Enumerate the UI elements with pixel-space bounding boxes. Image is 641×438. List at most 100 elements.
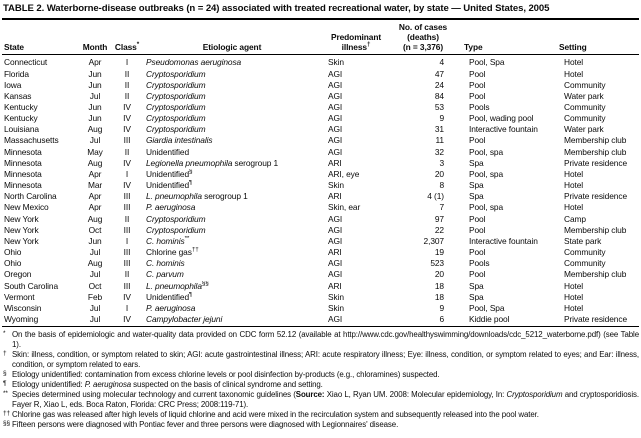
agent-italic-part: C. hominis — [146, 235, 185, 246]
table-row: Wisconsin Jul I P. aeruginosa Skin 9 Poo… — [2, 303, 639, 314]
cell-cases: 47 — [434, 68, 444, 79]
cell-setting: Hotel — [564, 291, 584, 302]
col-header-predominant-illness: Predominant illness† — [318, 20, 394, 56]
cell-class: I — [125, 235, 129, 246]
agent-italic-part: Cryptosporidium — [146, 124, 206, 135]
cell-cases: 523 — [430, 258, 444, 269]
table-row: Minnesota Mar IV Unidentified¶ Skin 8 Sp… — [2, 180, 639, 191]
table-row: Oregon Jul II C. parvum AGI 20 Pool Memb… — [2, 269, 639, 280]
agent-footnote-mark: ¶ — [189, 291, 193, 298]
cell-state: Minnesota — [4, 168, 42, 179]
cell-etiologic-agent: Cryptosporidium — [146, 113, 318, 124]
cell-predominant-illness: AGI — [328, 235, 343, 246]
cell-setting: Membership club — [564, 135, 627, 146]
cell-state: Kansas — [4, 90, 32, 101]
agent-footnote-mark: ** — [184, 235, 190, 243]
cell-cases: 3 — [439, 157, 444, 168]
cell-state: Ohio — [4, 247, 22, 258]
footnote-marker: ** — [3, 390, 8, 398]
cell-class: III — [123, 135, 131, 146]
table-header: State Month Class* Etiologic agent Predo… — [2, 20, 639, 56]
cell-class: III — [123, 224, 131, 235]
agent-italic-part: Cryptosporidium — [146, 102, 206, 113]
cell-month: Aug — [87, 213, 103, 224]
agent-footnote-mark: †† — [191, 247, 199, 254]
cell-class: II — [124, 79, 130, 90]
agent-italic-part: Cryptosporidium — [146, 213, 206, 224]
cell-cases: 7 — [439, 202, 444, 213]
cell-class: III — [123, 202, 131, 213]
cell-predominant-illness: AGI — [328, 102, 343, 113]
cell-setting: Hotel — [564, 202, 584, 213]
cell-state: Minnesota — [4, 180, 42, 191]
cell-etiologic-agent: C. parvum — [146, 269, 318, 280]
cell-type: Pool — [469, 79, 486, 90]
cell-etiologic-agent: Chlorine gas†† — [146, 247, 318, 258]
cell-predominant-illness: AGI — [328, 146, 343, 157]
cell-predominant-illness: AGI — [328, 213, 343, 224]
cell-class: III — [123, 258, 131, 269]
table-row: Connecticut Apr I Pseudomonas aeruginosa… — [2, 55, 639, 69]
table-row: New Mexico Apr III P. aeruginosa Skin, e… — [2, 202, 639, 213]
cell-setting: Water park — [564, 90, 604, 101]
cell-month: Jul — [82, 313, 108, 328]
cell-class: III — [123, 191, 131, 202]
table-body: Connecticut Apr I Pseudomonas aeruginosa… — [2, 55, 639, 328]
cell-class: IV — [123, 291, 131, 302]
footnote: †† Chlorine gas was released after high l… — [2, 410, 639, 420]
footnote: ** Species determined using molecular tec… — [2, 390, 639, 410]
agent-italic-part: Cryptosporidium — [146, 79, 206, 90]
agent-italic-part: Cryptosporidium — [146, 68, 206, 79]
table-row: Ohio Aug III C. hominis AGI 523 Pools Co… — [2, 258, 639, 269]
agent-italic-part: Cryptosporidium — [146, 113, 206, 124]
cell-state: Kentucky — [4, 102, 38, 113]
table-row: Florida Jun II Cryptosporidium AGI 47 Po… — [2, 69, 639, 80]
col-header-illness-footnote-mark: † — [366, 40, 371, 48]
cell-etiologic-agent: Cryptosporidium — [146, 80, 318, 91]
cell-etiologic-agent: Cryptosporidium — [146, 69, 318, 80]
cell-predominant-illness: ARI — [328, 280, 342, 291]
cell-type: Interactive fountain — [469, 124, 538, 135]
cell-setting: Private residence — [564, 191, 628, 202]
cell-predominant-illness: Skin — [328, 291, 344, 302]
cell-month: Aug — [87, 258, 103, 269]
table-row: Kentucky Jun IV Cryptosporidium AGI 53 P… — [2, 102, 639, 113]
cell-class: IV — [123, 157, 131, 168]
cell-cases: 20 — [434, 269, 444, 280]
col-header-month: Month — [82, 20, 108, 56]
cell-cases: 97 — [434, 213, 444, 224]
cell-class: II — [124, 269, 130, 280]
cell-month: Apr — [88, 168, 102, 179]
cell-etiologic-agent: Pseudomonas aeruginosa — [146, 55, 318, 69]
footnote-text: Species determined using molecular techn… — [12, 390, 296, 400]
col-header-type-label: Type — [464, 41, 483, 52]
footnote-text: Xiao L, Ryan UM. 2008: Molecular epidemi… — [324, 390, 507, 400]
cell-cases: 2,307 — [423, 235, 445, 246]
table-row: Louisiana Aug IV Cryptosporidium AGI 31 … — [2, 124, 639, 135]
footnote: § Etiology unidentified: contamination fr… — [2, 370, 639, 380]
cell-type: Interactive fountain — [469, 235, 538, 246]
cell-state: New Mexico — [4, 202, 49, 213]
cell-predominant-illness: ARI — [328, 247, 342, 258]
cell-state: New York — [4, 224, 39, 235]
col-header-type: Type — [452, 20, 549, 56]
cell-predominant-illness: ARI — [328, 157, 342, 168]
cell-month: Jun — [88, 68, 102, 79]
agent-footnote-mark: §§ — [201, 280, 209, 287]
cell-predominant-illness: AGI — [328, 113, 343, 124]
cell-setting: State park — [564, 235, 602, 246]
col-header-cases-line1: No. of cases — [398, 22, 448, 32]
cell-month: Jun — [88, 235, 102, 246]
col-header-etiologic-agent-label: Etiologic agent — [202, 41, 262, 52]
cell-class: IV — [123, 180, 131, 191]
table-row: New York Oct III Cryptosporidium AGI 22 … — [2, 225, 639, 236]
footnote-text: Source: — [295, 390, 325, 400]
cell-state: Wisconsin — [4, 302, 42, 313]
agent-italic-part: L. pneumophila — [146, 191, 202, 202]
cell-cases: 9 — [439, 113, 444, 124]
cell-predominant-illness: AGI — [328, 90, 343, 101]
cell-setting: Community — [564, 113, 606, 124]
cell-etiologic-agent: Campylobacter jejuni — [146, 313, 318, 328]
footnote-marker: §§ — [3, 420, 11, 428]
cell-setting: Community — [564, 102, 606, 113]
